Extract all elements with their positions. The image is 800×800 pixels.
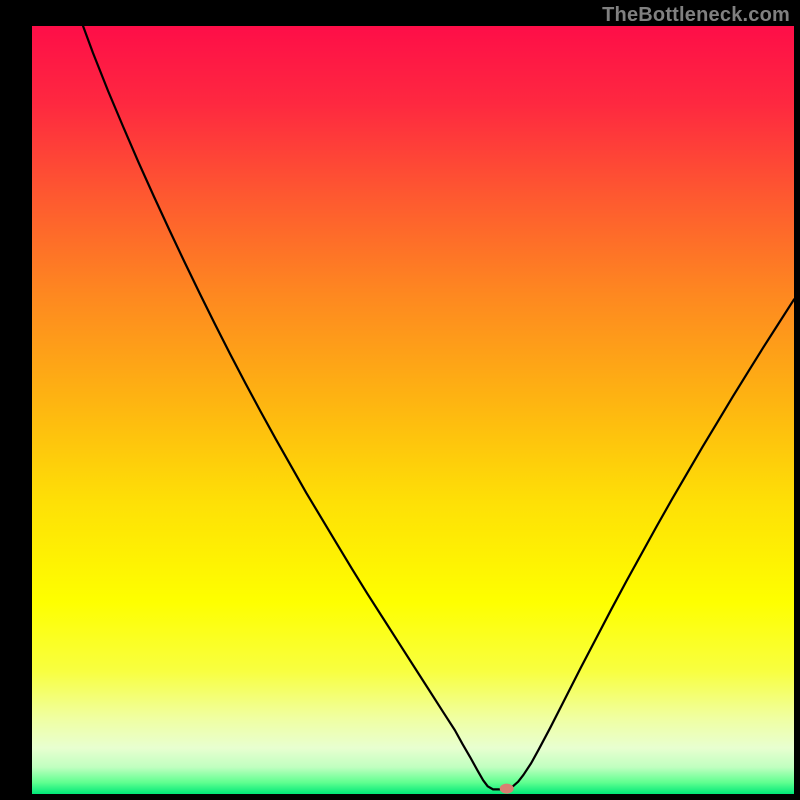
optimum-marker [500, 784, 514, 794]
bottleneck-chart [0, 0, 800, 800]
gradient-background [32, 26, 794, 794]
watermark-text: TheBottleneck.com [602, 4, 790, 27]
